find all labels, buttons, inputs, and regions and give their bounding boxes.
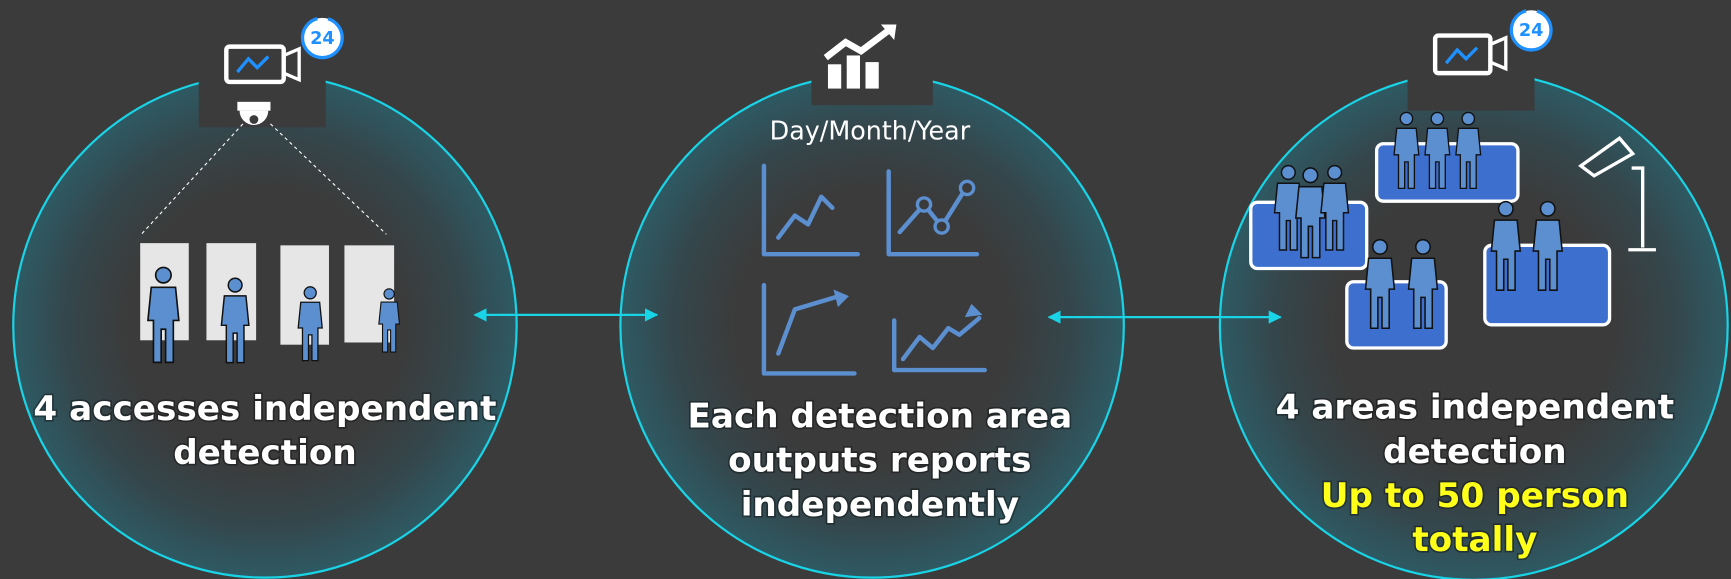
panel-title: independently [741,485,1019,525]
infographic: 24 24 [0,0,1731,579]
panel-title: detection [1383,432,1567,472]
panel-title: Each detection area [687,396,1072,436]
gap [1408,61,1535,111]
highlight: totally [1412,520,1537,560]
panel-title: 4 areas independent [1276,388,1675,428]
panel-title: 4 accesses independent [33,389,496,429]
highlight: Up to 50 person [1321,476,1629,516]
badge: 24 [1519,21,1544,41]
badge: 24 [310,29,335,49]
circle-left [13,74,516,577]
subtitle: Day/Month/Year [770,115,971,145]
panel-title: detection [173,433,357,473]
page: 24 24 [0,0,1731,579]
panel-title: outputs reports [728,441,1031,481]
